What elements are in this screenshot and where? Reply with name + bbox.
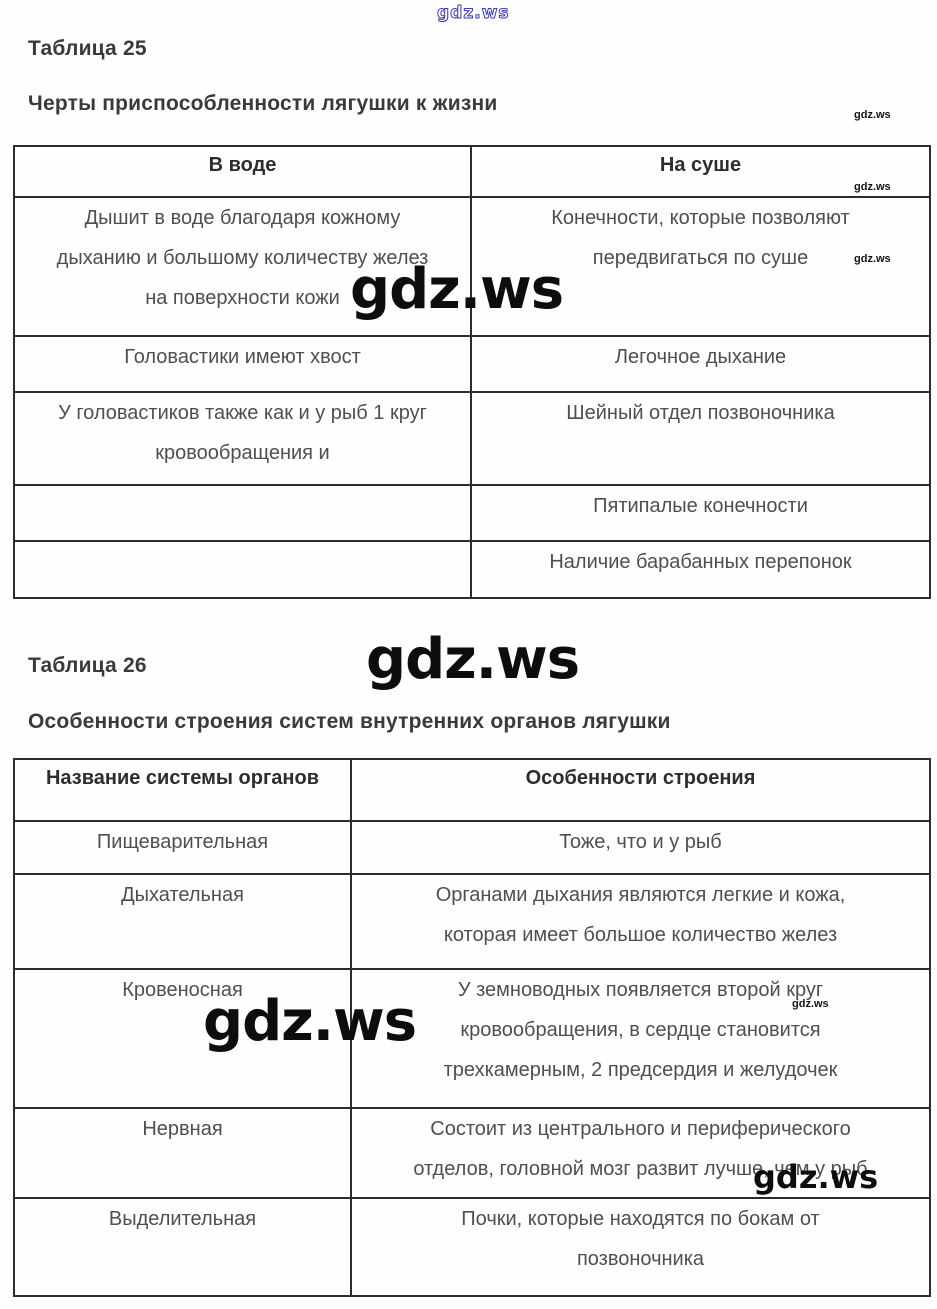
- table-cell: Нервная: [13, 1107, 352, 1199]
- table-cell: [13, 484, 472, 542]
- table-cell: Шейный отдел позвоночника: [470, 391, 931, 486]
- table-26-label: Таблица 26: [28, 654, 147, 677]
- table-row: Головастики имеют хвост Легочное дыхание: [13, 335, 931, 393]
- table-row: Нервная Состоит из центрального и перифе…: [13, 1107, 931, 1199]
- table-row: Выделительная Почки, которые находятся п…: [13, 1197, 931, 1297]
- table-row: Пятипалые конечности: [13, 484, 931, 542]
- table-cell: Конечности, которые позволяют передвигат…: [470, 196, 931, 337]
- table-cell: [13, 540, 472, 599]
- gdz-watermark-large: gdz.ws: [366, 627, 580, 692]
- table-cell: У головастиков также как и у рыб 1 круг …: [13, 391, 472, 486]
- gdz-watermark-small: gdz.ws: [854, 109, 891, 121]
- table-cell: Почки, которые находятся по бокам от поз…: [350, 1197, 931, 1297]
- table-26-title: Особенности строения систем внутренних о…: [28, 710, 671, 733]
- column-header: На суше: [470, 145, 931, 198]
- table-row: Дышит в воде благодаря кожному дыханию и…: [13, 196, 931, 337]
- table-25-title: Черты приспособленности лягушки к жизни: [28, 92, 498, 115]
- table-cell: Тоже, что и у рыб: [350, 820, 931, 875]
- gdz-watermark-large: gdz.ws: [203, 989, 417, 1054]
- table-header-row: В воде На суше: [13, 145, 931, 198]
- table-cell: Органами дыхания являются легкие и кожа,…: [350, 873, 931, 970]
- table-header-row: Название системы органов Особенности стр…: [13, 758, 931, 822]
- gdz-watermark-small: gdz.ws: [792, 998, 829, 1010]
- table-cell: Пищеварительная: [13, 820, 352, 875]
- table-row: Дыхательная Органами дыхания являются ле…: [13, 873, 931, 970]
- table-row: У головастиков также как и у рыб 1 круг …: [13, 391, 931, 486]
- gdz-watermark-top-outline: gdz.ws: [437, 3, 510, 24]
- table-cell: Легочное дыхание: [470, 335, 931, 393]
- gdz-watermark-small: gdz.ws: [854, 253, 891, 265]
- table-26: Название системы органов Особенности стр…: [13, 758, 931, 1297]
- table-row: Наличие барабанных перепонок: [13, 540, 931, 599]
- table-cell: Дыхательная: [13, 873, 352, 970]
- column-header: Название системы органов: [13, 758, 352, 822]
- table-25: В воде На суше Дышит в воде благодаря ко…: [13, 145, 931, 599]
- table-row: Кровеносная У земноводных появляется вто…: [13, 968, 931, 1109]
- table-cell: У земноводных появляется второй круг кро…: [350, 968, 931, 1109]
- table-cell: Головастики имеют хвост: [13, 335, 472, 393]
- column-header: Особенности строения: [350, 758, 931, 822]
- table-row: Пищеварительная Тоже, что и у рыб: [13, 820, 931, 875]
- table-cell: Дышит в воде благодаря кожному дыханию и…: [13, 196, 472, 337]
- table-cell: Наличие барабанных перепонок: [470, 540, 931, 599]
- table-cell: Пятипалые конечности: [470, 484, 931, 542]
- table-cell: Выделительная: [13, 1197, 352, 1297]
- column-header: В воде: [13, 145, 472, 198]
- table-cell: Состоит из центрального и периферическог…: [350, 1107, 931, 1199]
- table-25-label: Таблица 25: [28, 37, 147, 60]
- gdz-watermark-medium: gdz.ws: [753, 1158, 879, 1196]
- gdz-watermark-small: gdz.ws: [854, 181, 891, 193]
- table-cell: Кровеносная: [13, 968, 352, 1109]
- gdz-watermark-large: gdz.ws: [350, 257, 564, 322]
